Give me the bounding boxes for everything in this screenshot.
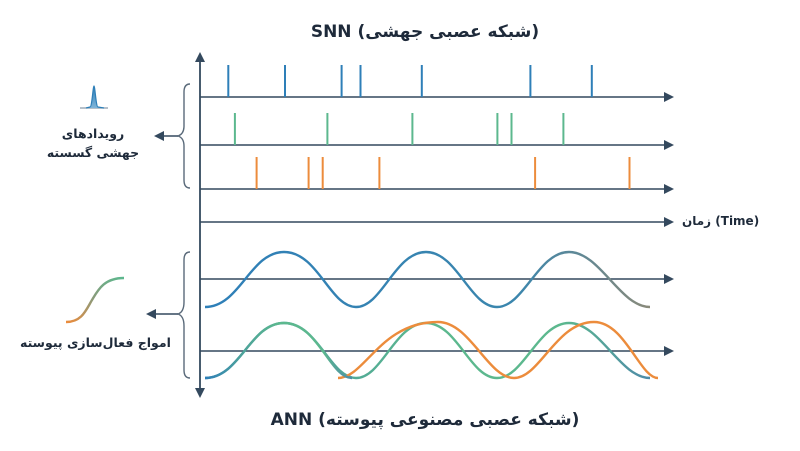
title-ann: ANN (شبکه عصبی مصنوعی پیوسته) [270, 410, 580, 430]
label-discrete-line2: جهشی گسسته [46, 145, 140, 160]
vertical-axis-down-arrow [195, 388, 205, 398]
sigmoid-icon [65, 276, 125, 324]
label-time-axis: زمان (Time) [682, 214, 760, 228]
title-snn: SNN (شبکه عصبی جهشی) [310, 22, 540, 42]
label-continuous-waves: امواج فعال‌سازی پیوسته [20, 335, 171, 350]
label-discrete-line1: رویدادهای [61, 126, 125, 141]
spike-icon [80, 85, 108, 109]
spike-events [227, 65, 631, 189]
bracket-discrete [175, 83, 191, 189]
vertical-axis-up-arrow [195, 52, 205, 62]
wave-orange-main [337, 320, 659, 380]
label-discrete-events: رویدادهای جهشی گسسته [38, 124, 148, 162]
bracket-continuous [175, 251, 191, 379]
wave-mix-start [204, 321, 353, 380]
wave-blue [204, 250, 651, 309]
